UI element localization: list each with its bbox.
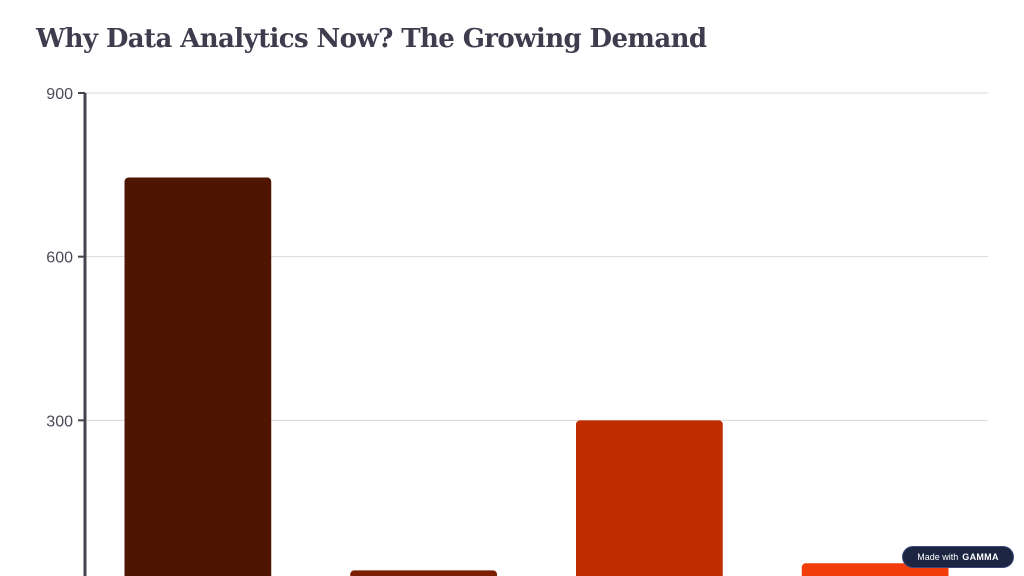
page-title: Why Data Analytics Now? The Growing Dema… (36, 24, 707, 54)
bar (576, 420, 723, 576)
gamma-logo: GAMMA (962, 552, 999, 562)
y-tick-label: 600 (46, 250, 73, 267)
bar (124, 177, 272, 576)
made-with-gamma-badge[interactable]: Made with GAMMA (902, 546, 1014, 568)
y-tick-label: 900 (46, 86, 73, 103)
badge-label: Made with (917, 552, 959, 562)
y-tick-label: 300 (46, 413, 73, 430)
bar (350, 570, 497, 576)
bars (124, 177, 949, 576)
y-axis-ticks: 300 600 900 (46, 86, 85, 430)
